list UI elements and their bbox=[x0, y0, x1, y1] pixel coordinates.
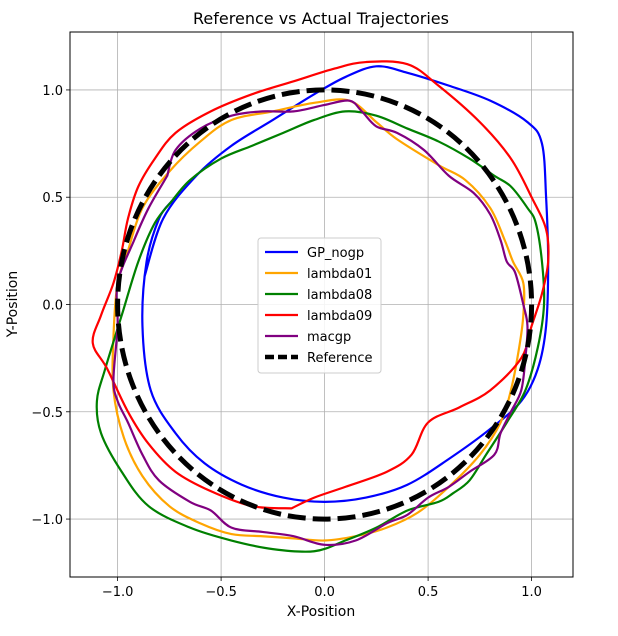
y-tick-label: −1.0 bbox=[31, 513, 63, 528]
y-tick-label: 0.5 bbox=[42, 191, 63, 206]
series-macgp-line bbox=[112, 99, 529, 547]
x-tick-label: 0.0 bbox=[314, 585, 335, 600]
legend-label: lambda09 bbox=[307, 309, 372, 324]
series-reference-line bbox=[115, 87, 535, 522]
y-axis-label: Y-Position bbox=[5, 271, 21, 338]
axis-ticks: −1.0 −0.5 0.0 0.5 1.0 −1.0 −0.5 0.0 0.5 1.0 bbox=[31, 84, 542, 600]
y-tick-label: −0.5 bbox=[31, 406, 63, 421]
series-lambda09-line bbox=[91, 60, 550, 510]
series-layer bbox=[91, 60, 550, 553]
legend-label: GP_nogp bbox=[307, 246, 364, 261]
x-tick-label: 1.0 bbox=[521, 585, 542, 600]
legend: GP_nogp lambda01 lambda08 lambda09 macgp Refe… bbox=[257, 237, 382, 374]
legend-label: lambda08 bbox=[307, 288, 372, 303]
series-lambda01-line bbox=[111, 98, 526, 542]
x-tick-label: −1.0 bbox=[102, 585, 134, 600]
chart-title: Reference vs Actual Trajectories bbox=[193, 9, 449, 28]
legend-label: Reference bbox=[307, 351, 372, 366]
legend-label: lambda01 bbox=[307, 267, 372, 282]
x-tick-label: 0.5 bbox=[418, 585, 439, 600]
x-axis-label: X-Position bbox=[287, 604, 355, 620]
series-lambda08-line bbox=[95, 110, 546, 553]
legend-label: macgp bbox=[307, 330, 351, 345]
y-tick-label: 0.0 bbox=[42, 299, 63, 314]
y-tick-label: 1.0 bbox=[42, 84, 63, 99]
legend-box bbox=[257, 237, 382, 374]
x-tick-label: −0.5 bbox=[205, 585, 237, 600]
